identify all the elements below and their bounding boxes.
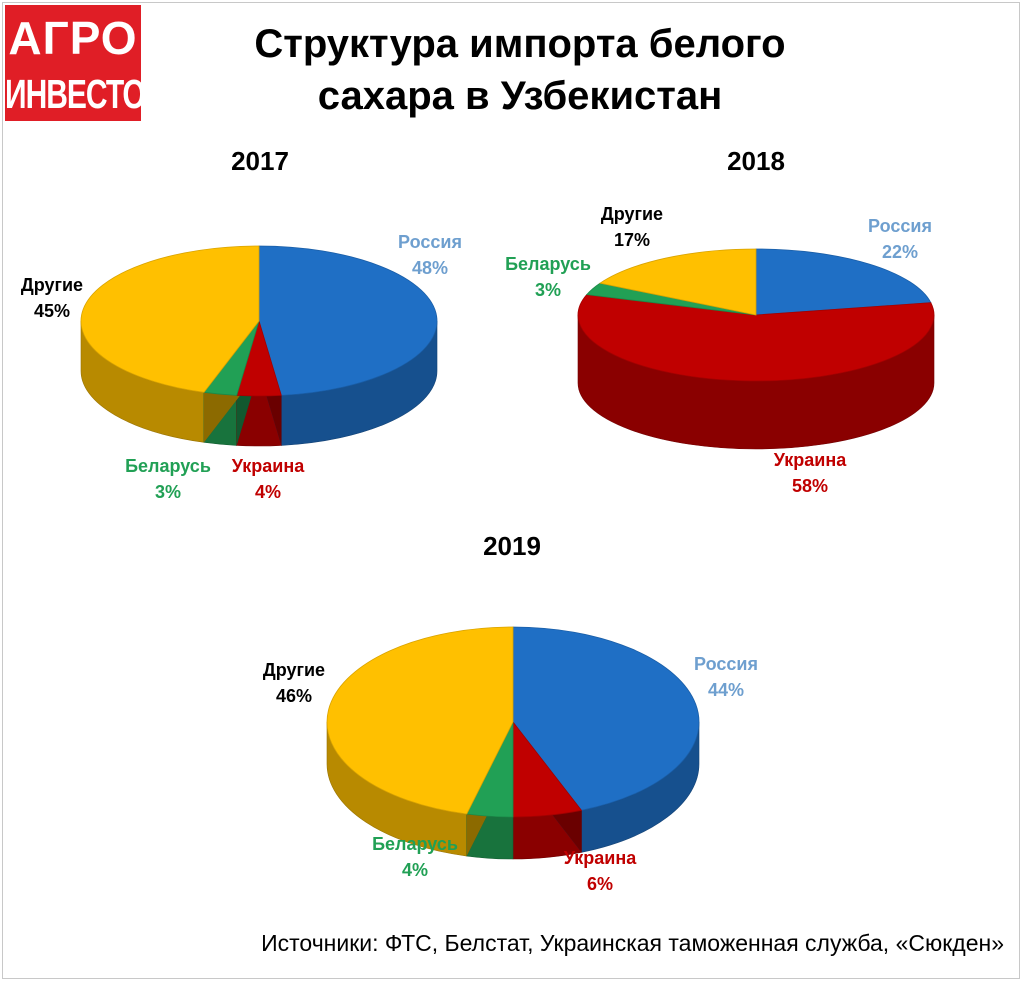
slice-value-Другие: 45% [34,301,70,321]
slice-label-Россия: Россия [694,654,758,674]
slice-label-Россия: Россия [868,216,932,236]
slice-label-Беларусь: Беларусь [372,834,458,854]
logo-line-2: ИНВЕСТОР [5,73,141,118]
slice-value-Другие: 46% [276,686,312,706]
pie-chart-2018: Россия 22% Украина 58% Беларусь 3% Другие 17% [505,204,935,496]
year-label-2017: 2017 [231,146,289,176]
slice-value-Россия: 22% [882,242,918,262]
pie-slice-Россия [512,626,700,811]
pie-slice-Другие [80,245,260,393]
year-label-2019: 2019 [483,531,541,561]
slice-value-Россия: 48% [412,258,448,278]
slice-value-Беларусь: 3% [155,482,181,502]
logo-line-1: АГРО [8,12,138,64]
pie-slice-Украина [577,294,935,382]
pie-chart-2017: Россия 48% Украина 4% Беларусь 3% Другие 45% [21,232,462,502]
agroinvestor-logo: АГРО ИНВЕСТОР [5,5,141,121]
chart-title: Структура импорта белого сахара в Узбеки… [254,22,786,118]
slice-value-Другие: 17% [614,230,650,250]
slice-label-Беларусь: Беларусь [505,254,591,274]
source-note: Источники: ФТС, Белстат, Украинская тамо… [261,930,1004,956]
slice-label-Беларусь: Беларусь [125,456,211,476]
slice-value-Россия: 44% [708,680,744,700]
slice-value-Беларусь: 3% [535,280,561,300]
slice-label-Украина: Украина [774,450,847,470]
slice-label-Другие: Другие [21,275,83,295]
slice-value-Украина: 4% [255,482,281,502]
pie-slice-Россия [755,248,932,316]
year-label-2018: 2018 [727,146,785,176]
slice-label-Украина: Украина [232,456,305,476]
slice-label-Другие: Другие [601,204,663,224]
pie-slice-Другие [326,626,514,815]
pie-slice-Другие [599,248,757,316]
pie-slice-Россия [258,245,438,396]
slice-label-Украина: Украина [564,848,637,868]
slice-value-Украина: 58% [792,476,828,496]
slice-label-Другие: Другие [263,660,325,680]
pie-chart-2019: Россия 44% Украина 6% Беларусь 4% Другие 46% [263,626,758,894]
slice-label-Россия: Россия [398,232,462,252]
slice-value-Беларусь: 4% [402,860,428,880]
slice-value-Украина: 6% [587,874,613,894]
